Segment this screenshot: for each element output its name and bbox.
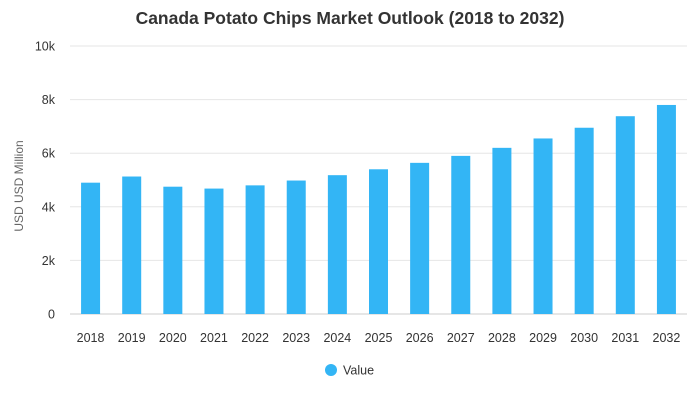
bar-2027[interactable] (451, 155, 471, 314)
x-tick-label: 2031 (611, 331, 639, 345)
x-tick-label: 2028 (488, 331, 516, 345)
x-tick-label: 2026 (406, 331, 434, 345)
bar-2029[interactable] (533, 138, 553, 314)
x-tick-label: 2025 (365, 331, 393, 345)
bar-2030[interactable] (574, 127, 594, 315)
x-tick-label: 2029 (529, 331, 557, 345)
bar-2023[interactable] (286, 180, 306, 314)
bar-2021[interactable] (204, 188, 224, 314)
chart-title: Canada Potato Chips Market Outlook (2018… (136, 8, 565, 28)
bar-2025[interactable] (369, 169, 388, 314)
y-tick-label: 0 (48, 308, 55, 322)
x-tick-label: 2020 (159, 331, 187, 345)
y-tick-label: 6k (42, 147, 56, 161)
bar-2031[interactable] (615, 116, 635, 314)
x-tick-label: 2021 (200, 331, 228, 345)
x-axis-ticks: 2018 2019 2020 2021 2022 2023 2024 2025 2026 2027… (77, 331, 681, 345)
legend-label-value[interactable]: Value (343, 364, 374, 378)
bars-layer (81, 104, 676, 315)
bar-2020[interactable] (163, 186, 183, 314)
bar-2028[interactable] (492, 147, 512, 314)
x-tick-label: 2030 (570, 331, 598, 345)
x-tick-label: 2024 (323, 331, 351, 345)
x-tick-label: 2018 (77, 331, 105, 345)
x-tick-label: 2023 (282, 331, 310, 345)
y-tick-label: 2k (42, 254, 56, 268)
legend[interactable]: Value (325, 364, 374, 378)
x-tick-label: 2027 (447, 331, 475, 345)
bar-2026[interactable] (410, 162, 430, 314)
y-tick-label: 8k (42, 93, 56, 107)
y-tick-label: 4k (42, 200, 56, 214)
y-axis-ticks: 0 2k 4k 6k 8k 10k (35, 40, 56, 322)
bar-2018[interactable] (81, 182, 101, 314)
x-tick-label: 2022 (241, 331, 269, 345)
y-tick-label: 10k (35, 40, 56, 54)
x-tick-label: 2032 (653, 331, 681, 345)
bar-2022[interactable] (245, 185, 265, 314)
legend-marker-value[interactable] (325, 364, 337, 376)
x-tick-label: 2019 (118, 331, 146, 345)
bar-2024[interactable] (327, 175, 347, 314)
bar-2019[interactable] (122, 176, 142, 314)
bar-2032[interactable] (656, 104, 676, 315)
y-axis-title: USD USD Million (12, 140, 26, 231)
